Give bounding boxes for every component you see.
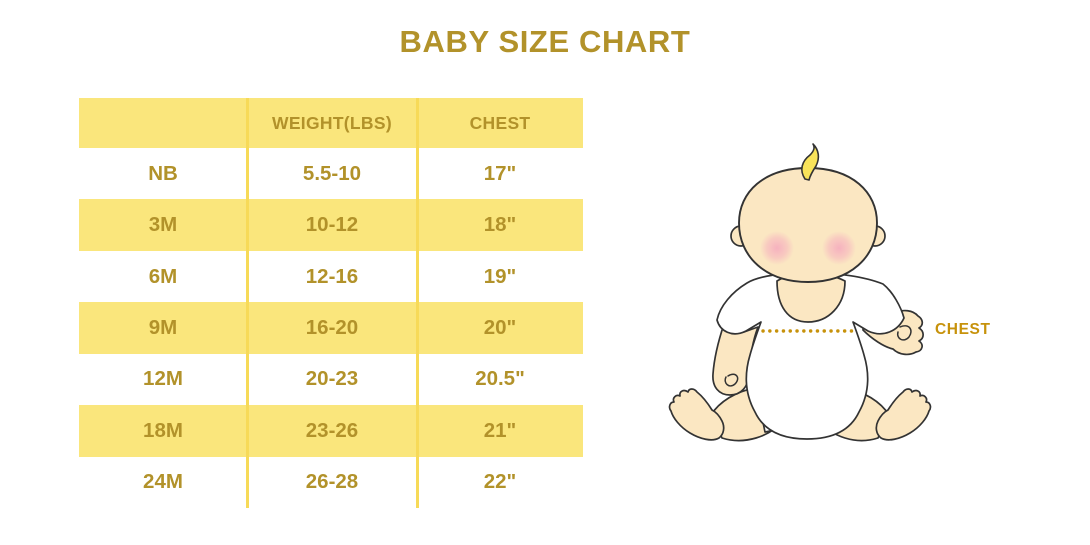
table-row: 18M 23-26 21" bbox=[79, 405, 583, 457]
size-cell: 3M bbox=[148, 213, 178, 237]
column-divider bbox=[415, 98, 419, 508]
chest-cell: 22" bbox=[483, 470, 517, 494]
table-row: 3M 10-12 18" bbox=[79, 199, 583, 251]
table-row: 6M 12-16 19" bbox=[79, 250, 583, 303]
page-title: BABY SIZE CHART bbox=[399, 24, 691, 59]
baby-head bbox=[738, 167, 878, 283]
baby-hair-tuft bbox=[801, 143, 820, 181]
table-row: 9M 16-20 20" bbox=[79, 302, 583, 354]
chest-annotation-label: CHEST bbox=[935, 321, 991, 338]
chest-cell: 20" bbox=[483, 315, 517, 339]
table-row: NB 5.5-10 17" bbox=[79, 148, 583, 200]
size-cell: 6M bbox=[148, 264, 178, 288]
header-cell-chest: CHEST bbox=[469, 112, 531, 133]
weight-cell: 5.5-10 bbox=[302, 161, 362, 185]
size-cell: NB bbox=[148, 161, 178, 185]
column-divider bbox=[245, 98, 249, 508]
table-row: 12M 20-23 20.5" bbox=[79, 353, 583, 406]
header-cell-weight: WEIGHT(LBS) bbox=[272, 112, 392, 133]
baby-fist-fingers bbox=[896, 325, 912, 341]
header-cell-size bbox=[79, 98, 247, 148]
size-cell: 12M bbox=[143, 367, 183, 391]
size-cell: 18M bbox=[143, 418, 183, 442]
weight-cell: 23-26 bbox=[305, 418, 359, 442]
baby-left-cheek-blush bbox=[760, 231, 794, 265]
size-table-rows: NB 5.5-10 17" 3M 10-12 18" 6M 12-16 19" 9M 16-20 20… bbox=[79, 148, 583, 508]
baby-left-hand-fingers bbox=[724, 373, 739, 387]
baby-illustration bbox=[668, 143, 932, 442]
chest-cell: 19" bbox=[483, 264, 517, 288]
size-cell: 24M bbox=[143, 470, 183, 494]
baby-right-foot bbox=[875, 388, 932, 441]
baby-onesie-body bbox=[716, 271, 905, 440]
weight-cell: 10-12 bbox=[305, 213, 359, 237]
weight-cell: 20-23 bbox=[305, 367, 359, 391]
weight-cell: 16-20 bbox=[305, 315, 359, 339]
chest-cell: 17" bbox=[483, 161, 517, 185]
chest-cell: 21" bbox=[483, 418, 517, 442]
chest-cell: 20.5" bbox=[475, 367, 525, 391]
size-table: WEIGHT(LBS) CHEST NB 5.5-10 17" 3M 10-12 18" 6… bbox=[79, 98, 583, 508]
weight-cell: 26-28 bbox=[305, 470, 359, 494]
size-cell: 9M bbox=[148, 315, 178, 339]
weight-cell: 12-16 bbox=[305, 264, 359, 288]
chest-cell: 18" bbox=[483, 213, 517, 237]
table-row: 24M 26-28 22" bbox=[79, 456, 583, 508]
baby-right-cheek-blush bbox=[822, 231, 856, 265]
table-header-row: WEIGHT(LBS) CHEST bbox=[79, 98, 583, 148]
baby-left-foot bbox=[668, 388, 725, 441]
